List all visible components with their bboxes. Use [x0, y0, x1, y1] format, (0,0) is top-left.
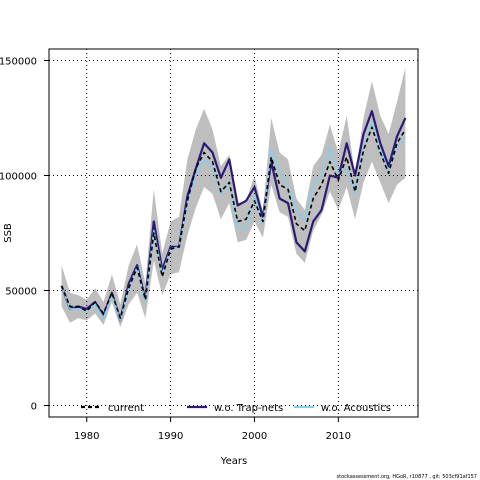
x-tick-label: 2010 — [326, 431, 351, 442]
confidence-band — [61, 67, 406, 328]
legend-label: w.o. Acoustics — [321, 403, 391, 414]
series-layer — [60, 109, 407, 322]
y-tick-label: 150000 — [0, 57, 37, 68]
y-tick-label: 100000 — [0, 172, 37, 183]
legend: current w.o. Trap-nets w.o. Acoustics — [81, 403, 391, 414]
y-axis-title: SSB — [3, 223, 14, 243]
series-line-current — [60, 126, 407, 319]
legend-label: current — [108, 403, 144, 414]
x-axis-title: Years — [220, 456, 247, 467]
legend-label: w.o. Trap-nets — [214, 403, 283, 414]
y-tick-label: 50000 — [5, 287, 37, 298]
x-tick-label: 1990 — [158, 431, 183, 442]
x-tick-label: 2000 — [242, 431, 267, 442]
axis-layer: 1980 1990 2000 2010 0 50000 100000 150000 — [0, 57, 351, 443]
confidence-band-layer — [61, 67, 406, 328]
x-tick-label: 1980 — [74, 431, 99, 442]
plot-frame — [48, 48, 419, 418]
y-tick-label: 0 — [31, 402, 37, 413]
grid-layer — [49, 49, 418, 417]
footer-note: stockassessment.org, HGoR, r10877 , git:… — [337, 474, 477, 480]
